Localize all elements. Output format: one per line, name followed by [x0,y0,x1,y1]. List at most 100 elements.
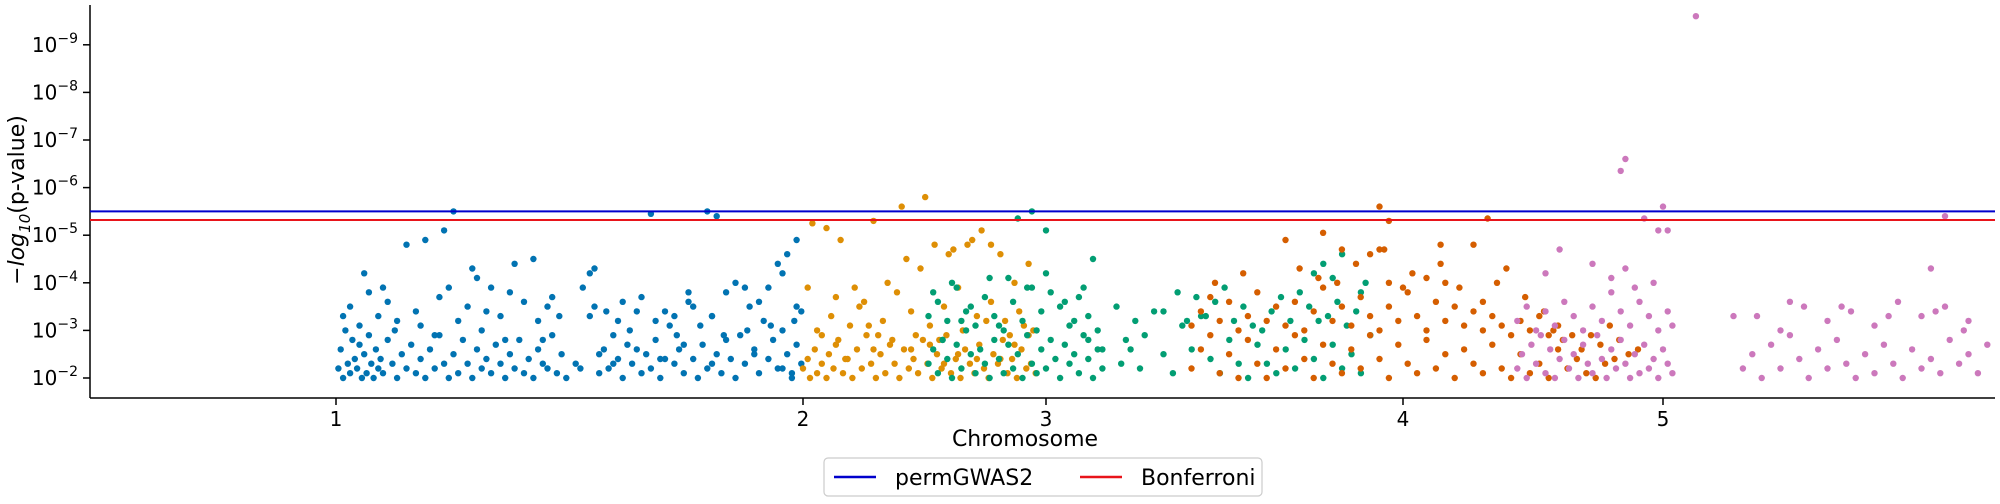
data-point [680,370,687,377]
data-point [774,260,781,267]
data-point [356,322,363,329]
data-point [1626,374,1634,382]
data-point [755,298,763,305]
data-point [1955,360,1963,367]
data-point [1843,360,1850,367]
data-point [483,355,490,363]
data-point [943,332,950,339]
data-point [469,265,476,272]
data-point [1061,341,1069,348]
data-point [1188,346,1195,353]
data-point [1268,308,1275,315]
data-point [1575,374,1582,382]
data-point [962,308,970,315]
data-point [610,332,617,339]
data-point [1814,346,1822,353]
data-point [1918,365,1925,372]
data-point [1066,322,1073,329]
data-point [1626,322,1634,329]
data-point [502,374,509,382]
data-point [335,365,342,372]
data-point [1569,332,1576,339]
data-point [1547,346,1554,353]
data-point [1395,317,1402,325]
data-point [1908,346,1916,353]
data-point [1583,370,1590,377]
data-point [940,303,948,310]
data-point [473,346,481,353]
data-point [1603,374,1610,382]
data-point [365,289,373,296]
data-point [657,374,664,382]
data-point [1113,303,1120,310]
data-point [1479,298,1487,305]
data-point [1296,265,1303,272]
data-point [544,365,551,372]
data-point [1056,303,1064,310]
data-point [1523,303,1530,310]
data-point [346,370,354,377]
data-point [1385,279,1393,286]
data-point [1376,355,1383,363]
data-point [1941,303,1949,310]
data-point [806,374,814,382]
data-point [1456,284,1463,291]
data-point [1132,317,1139,325]
data-point [1221,284,1228,291]
data-point [1338,370,1346,377]
data-point [1655,227,1662,234]
data-point [1641,341,1648,348]
data-point [1608,346,1615,353]
data-point [422,236,429,244]
data-point [828,312,835,320]
data-point [1338,246,1346,253]
data-point [1622,360,1629,367]
data-point [1038,308,1045,315]
data-point [1296,289,1304,296]
data-point [1617,167,1624,175]
data-point [422,374,429,382]
data-point [1315,317,1322,325]
data-point [1589,303,1596,310]
data-point [614,355,622,363]
data-point [1573,355,1581,363]
data-point [872,374,880,382]
data-point [1008,355,1016,363]
data-point [516,336,523,344]
y-tick-label: 10−6 [32,174,78,200]
data-point [858,365,865,372]
data-point [1033,370,1040,377]
data-point [619,298,626,305]
data-point [1634,346,1642,353]
data-point [774,365,781,372]
data-point [1005,341,1012,348]
data-point [1423,327,1430,334]
data-point [1960,327,1968,334]
data-point [1918,312,1925,320]
data-point [412,370,420,377]
data-point [925,360,932,367]
data-point [379,370,387,377]
data-point [487,284,495,291]
data-point [1319,284,1327,291]
data-point [1244,374,1252,382]
data-point [1413,370,1421,377]
data-point [907,346,915,353]
data-point [947,370,955,377]
data-point [1669,322,1676,329]
y-tick-label: 10−9 [32,31,78,57]
data-point [926,322,934,329]
data-point [931,241,938,248]
data-point [534,317,542,325]
data-point [1338,251,1346,258]
data-point [685,289,692,296]
data-point [549,293,556,301]
data-point [856,303,863,310]
data-point [991,336,998,344]
data-point [884,279,891,286]
data-point [398,351,405,358]
data-point [823,374,830,382]
data-point [487,370,495,377]
data-point [1301,327,1308,334]
data-point [1871,370,1878,377]
